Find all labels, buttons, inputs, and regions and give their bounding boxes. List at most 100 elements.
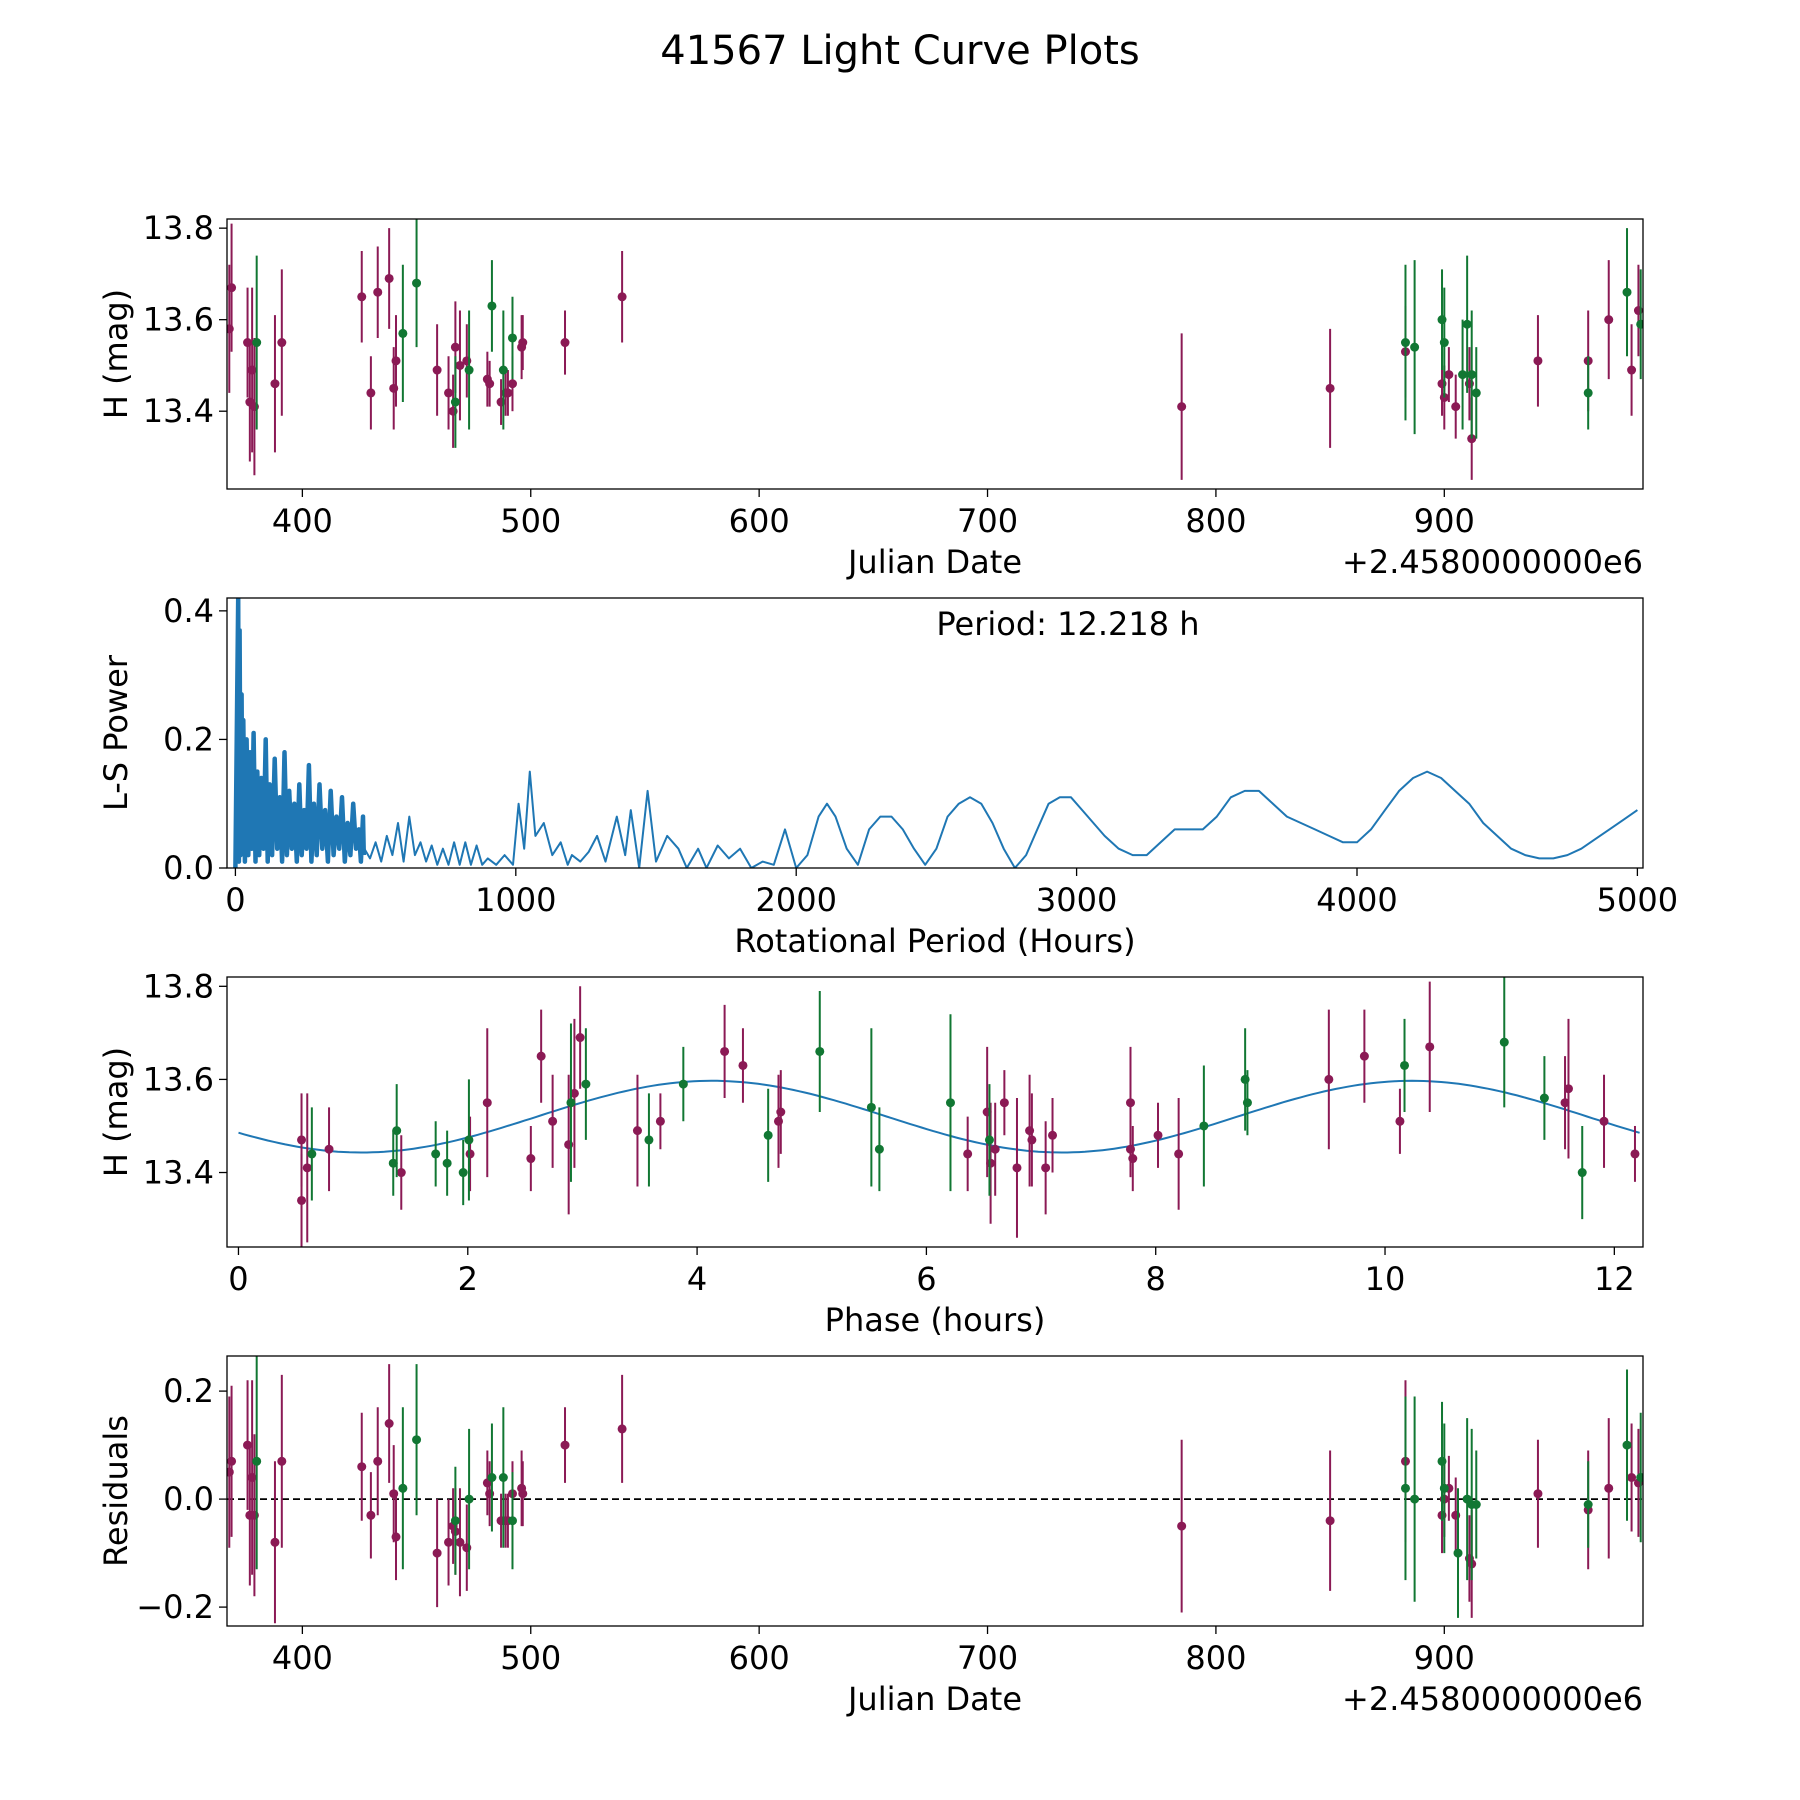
y-tick-label: 0.4 [163,592,214,630]
y-tick-label: 13.6 [143,1060,214,1098]
data-point [548,1116,558,1126]
x-tick-label: 800 [1185,1639,1246,1677]
x-axis: 0 2 4 6 8 10 12 [228,1247,1635,1298]
y-tick-label: 13.8 [143,209,214,247]
data-point [252,338,262,348]
axes-frame [226,1355,1644,1627]
panel-periodogram: Period: 12.218 h 0 1000 2000 3000 4000 5000 0.0… [97,592,1678,960]
data-point [575,1033,585,1043]
data-point [324,1144,334,1154]
data-point [366,388,376,398]
data-point [1622,1440,1632,1450]
data-point [560,338,570,348]
x-tick-label: 2 [458,1260,478,1298]
data-point [1027,1135,1037,1145]
y-tick-label: 13.4 [143,1154,214,1192]
x-tick-label: 0 [225,881,245,919]
data-point [297,1195,307,1205]
data-point [866,1102,876,1112]
data-point [482,1098,492,1108]
data-point [465,1149,475,1159]
data-point [270,1537,280,1547]
data-point [1174,1149,1184,1159]
data-point [297,1135,307,1145]
data-point [1453,1548,1463,1558]
x-tick-label: 8 [1146,1260,1166,1298]
x-axis-label: Rotational Period (Hours) [734,922,1135,960]
y-tick-label: 0.2 [163,720,214,758]
x-axis-label: Phase (hours) [825,1301,1046,1339]
data-point [412,1435,422,1445]
x-tick-label: 600 [729,502,790,540]
y-tick-label: 0.2 [163,1372,214,1410]
data-point [498,365,508,375]
data-point [1627,1473,1637,1482]
data-point [1128,1154,1138,1164]
x-tick-label: 0 [228,1260,248,1298]
data-point [388,1158,398,1168]
plot-area [238,977,1640,1247]
series-band-a [297,981,1640,1247]
data-point [1410,342,1420,352]
data-point [277,1456,287,1466]
x-tick-label: 600 [729,1639,790,1677]
plot-area [227,1356,1643,1624]
data-point [1471,1500,1481,1509]
data-point [431,1149,441,1159]
data-point [485,379,495,389]
data-point [1636,1473,1643,1482]
data-point [455,360,465,370]
data-point [391,1532,401,1542]
x-axis: 0 1000 2000 3000 4000 5000 [225,868,1678,919]
y-tick-label: 13.8 [143,967,214,1005]
data-point [986,1158,996,1168]
x-axis: 400 500 600 700 800 900 [272,489,1475,540]
data-point [1539,1093,1549,1103]
data-point [569,1088,579,1098]
data-point [1041,1163,1051,1173]
data-point [1410,1494,1420,1504]
data-point [560,1440,570,1450]
axes-frame [226,976,1644,1248]
x-tick-label: 400 [272,1639,333,1677]
data-point [1627,365,1637,375]
data-point [644,1135,654,1145]
x-tick-label: 700 [957,502,1018,540]
data-point [464,1135,474,1145]
data-point [1462,319,1472,329]
series-band-a [227,223,1643,480]
data-point [776,1107,786,1117]
x-axis-label: Julian Date [846,1680,1022,1718]
data-point [252,1456,262,1466]
x-tick-label: 5000 [1597,881,1678,919]
data-point [444,1537,454,1547]
data-point [1177,402,1187,412]
data-point [1439,1483,1449,1493]
y-tick-label: 0.0 [163,1480,214,1518]
x-tick-label: 500 [500,1639,561,1677]
data-point [1604,315,1614,325]
data-point [498,1473,508,1482]
x-offset-label: +2.4580000000e6 [1342,1680,1643,1718]
x-offset-label: +2.4580000000e6 [1342,543,1643,581]
data-point [1325,1516,1335,1526]
data-point [442,1158,452,1168]
data-point [1153,1130,1163,1140]
data-point [384,273,394,283]
data-point [357,292,367,302]
data-point [1577,1168,1587,1178]
data-point [617,292,627,302]
y-axis: −0.2 0.0 0.2 [136,1372,227,1626]
y-axis-label: Residuals [97,1415,135,1567]
panel-phase-fold: 0 2 4 6 8 10 12 13.4 13.6 13.8 Phase (hours) H (mag… [97,967,1644,1339]
data-point [1583,388,1593,398]
data-point [450,1516,460,1526]
y-axis: 0.0 0.2 0.4 [163,592,227,887]
data-point [1012,1163,1022,1173]
panel-light-curve: 400 500 600 700 800 900 13.4 13.6 13.8 Julian Dat… [97,209,1644,581]
axes-frame [226,597,1644,869]
x-tick-label: 700 [957,1639,1018,1677]
data-point [464,365,474,375]
data-point [432,1548,442,1558]
